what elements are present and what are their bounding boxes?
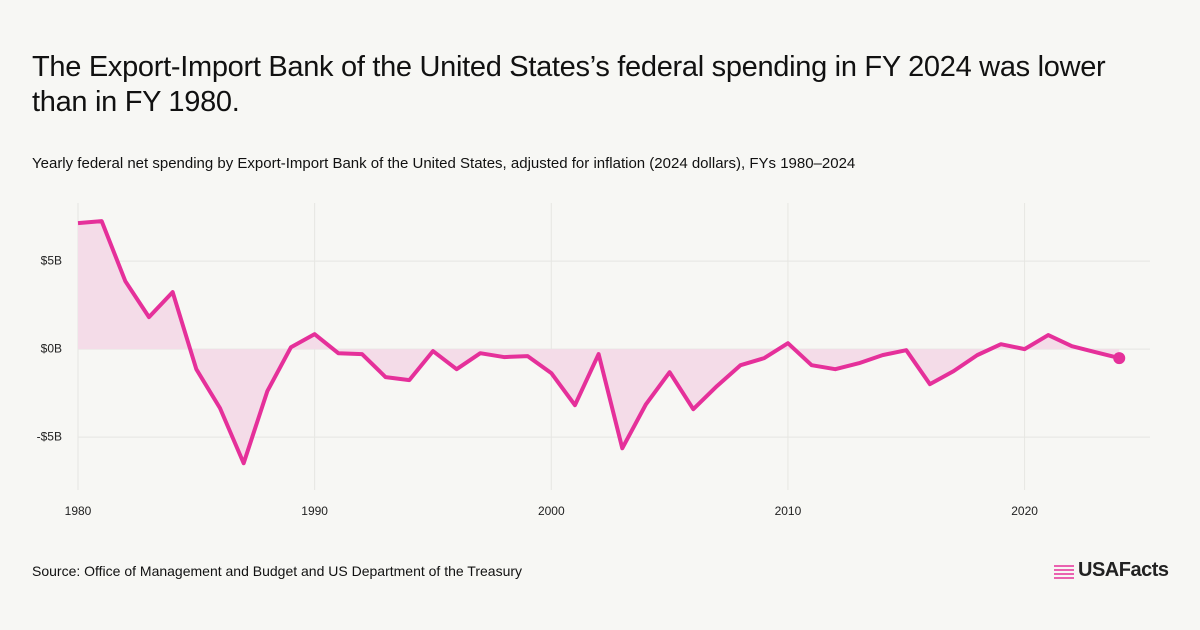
- brand-logo: USAFacts: [1078, 559, 1169, 581]
- x-tick-label: 1990: [301, 504, 328, 518]
- x-tick-label: 2010: [775, 504, 802, 518]
- x-tick-label: 2000: [538, 504, 565, 518]
- end-marker: [1113, 352, 1126, 365]
- x-tick-label: 1980: [65, 504, 92, 518]
- source-note: Source: Office of Management and Budget …: [32, 563, 523, 579]
- y-tick-label: $5B: [41, 253, 62, 267]
- data-line: [77, 219, 1120, 466]
- area-fill: [78, 221, 1120, 464]
- y-tick-label: $0B: [41, 341, 62, 355]
- chart-subtitle: Yearly federal net spending by Export-Im…: [32, 155, 856, 172]
- brand-icon: [1054, 565, 1074, 579]
- chart-title: The Export-Import Bank of the United Sta…: [32, 51, 1106, 118]
- y-tick-label: -$5B: [37, 429, 62, 443]
- x-tick-label: 2020: [1011, 504, 1038, 518]
